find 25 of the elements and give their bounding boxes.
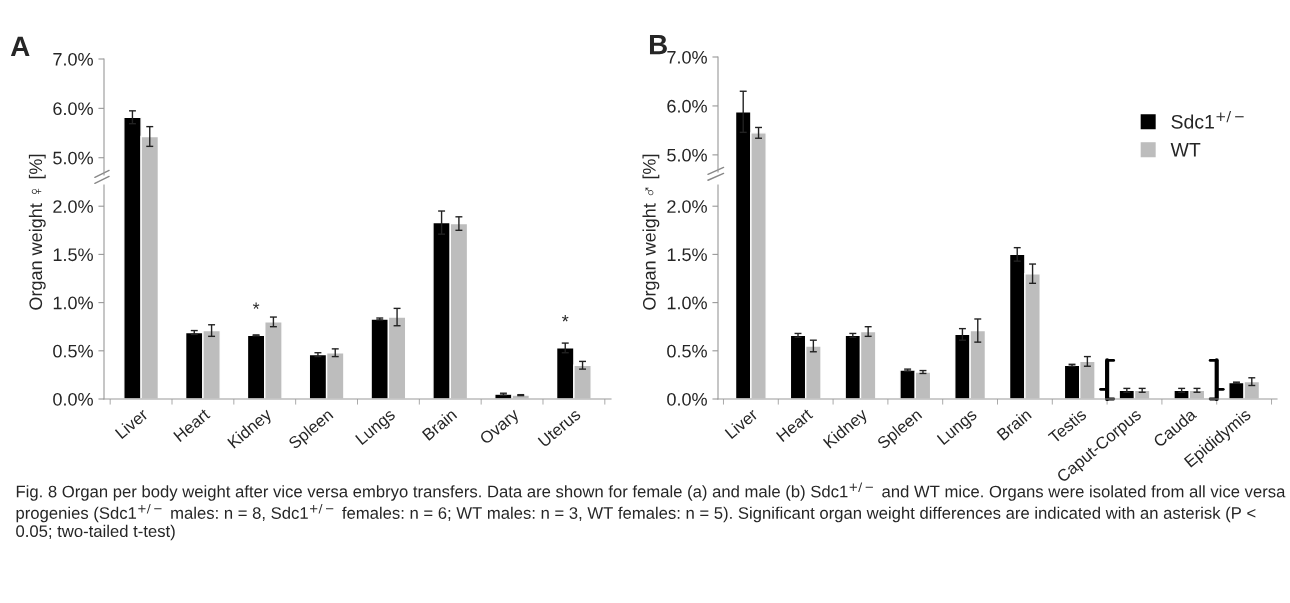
y-axis-title: Organ weight ♀ [%]	[28, 154, 46, 310]
legend-label: Sdc1$^{+/−}$	[1171, 111, 1244, 129]
chart-title: A	[10, 36, 30, 56]
y-tick-label: 7.0%	[53, 52, 93, 66]
y-tick-label: 1.0%	[667, 296, 707, 310]
legend-label: WT	[1170, 143, 1201, 157]
y-axis-title: Organ weight ♂ [%]	[642, 154, 660, 310]
chart-title: B	[649, 35, 667, 55]
y-tick-label: 1.0%	[53, 296, 93, 310]
y-tick-label: 2.0%	[53, 200, 93, 213]
y-tick-label: 1.5%	[667, 248, 707, 262]
annotation: *	[252, 302, 260, 309]
y-tick-label: 7.0%	[667, 50, 707, 64]
y-tick-label: 5.0%	[53, 151, 93, 165]
y-tick-label: 0.5%	[53, 344, 93, 358]
y-tick-label: 0.5%	[667, 344, 707, 358]
y-tick-label: 0.0%	[53, 392, 93, 406]
annotation: *	[562, 315, 569, 322]
y-tick-label: 6.0%	[53, 102, 93, 116]
y-tick-label: 5.0%	[667, 148, 707, 162]
y-tick-label: 6.0%	[667, 99, 707, 113]
y-tick-label: 2.0%	[667, 200, 707, 213]
text: Fig. 8 Organ per body weight after vice versa embryo transfers. Data are shown for female (a) and male (b) Sdc1$^{+/−}$ and WT mice. Organs were isolated from all vice versa progenies (Sdc1$^{+/−}$ males: n = 8, Sdc1$^{+/−}$ females: n = 6; WT males: n = 3, WT females: n = 5). Significant organ weight differences are indicated with an asterisk (P < 0.05; two-tailed t-test)	[16, 482, 1286, 541]
y-tick-label: 1.5%	[53, 248, 93, 262]
y-tick-label: 0.0%	[667, 392, 707, 406]
